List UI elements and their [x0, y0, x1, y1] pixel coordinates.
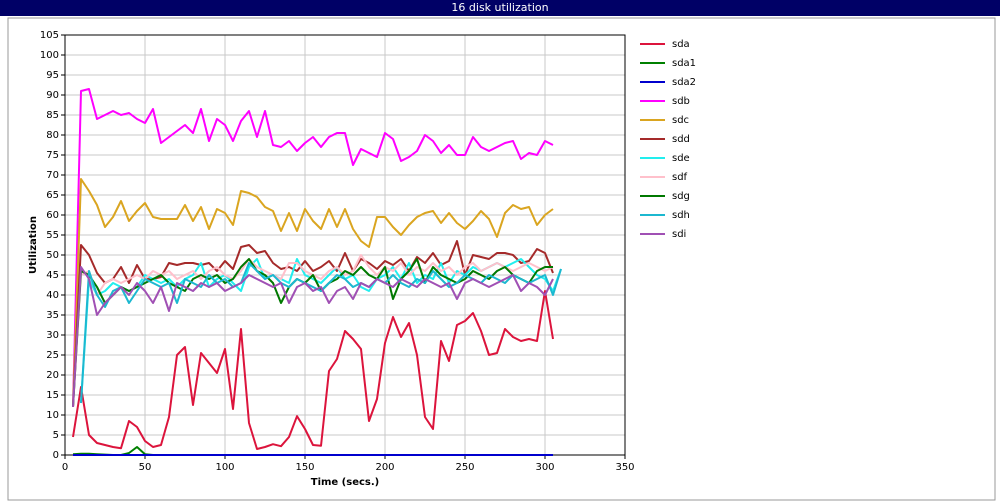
series-line [72, 88, 554, 408]
y-tick-label: 50 [46, 250, 59, 261]
x-tick-label: 300 [535, 462, 554, 473]
x-tick-label: 0 [62, 462, 68, 473]
x-tick-label: 350 [615, 462, 634, 473]
legend-label: sdc [672, 115, 689, 126]
y-axis-label: Utilization [28, 216, 39, 274]
y-tick-label: 0 [53, 450, 59, 461]
series-line [72, 258, 553, 408]
legend-label: sda2 [672, 77, 696, 88]
legend-label: sdf [672, 172, 688, 183]
y-tick-label: 75 [46, 150, 59, 161]
series-line [72, 290, 554, 450]
x-tick-label: 250 [455, 462, 474, 473]
y-tick-label: 30 [46, 330, 59, 341]
y-tick-label: 95 [46, 70, 59, 81]
chart-panel [7, 17, 996, 501]
legend-label: sdi [672, 229, 686, 240]
y-tick-label: 35 [46, 310, 59, 321]
y-tick-label: 105 [40, 30, 59, 41]
y-tick-label: 55 [46, 230, 59, 241]
legend-label: sde [672, 153, 690, 164]
legend-label: sdh [672, 210, 690, 221]
legend-label: sda [672, 39, 690, 50]
y-tick-label: 25 [46, 350, 59, 361]
y-tick-label: 60 [46, 210, 59, 221]
legend-label: sdd [672, 134, 690, 145]
legend-label: sdb [672, 96, 690, 107]
y-tick-label: 90 [46, 90, 59, 101]
y-tick-label: 65 [46, 190, 59, 201]
y-tick-label: 10 [46, 410, 59, 421]
series-line [72, 266, 554, 408]
x-tick-label: 150 [295, 462, 314, 473]
legend-label: sdg [672, 191, 690, 202]
x-tick-label: 100 [215, 462, 234, 473]
y-tick-label: 85 [46, 110, 59, 121]
y-tick-label: 100 [40, 50, 59, 61]
y-tick-label: 40 [46, 290, 59, 301]
y-tick-label: 70 [46, 170, 59, 181]
x-axis-label: Time (secs.) [311, 477, 380, 488]
chart: Utilization Time (secs.) 0 5 10 15 20 25 30 35 4… [7, 17, 996, 501]
y-tick-label: 20 [46, 370, 59, 381]
y-tick-label: 15 [46, 390, 59, 401]
y-tick-label: 80 [46, 130, 59, 141]
legend-label: sda1 [672, 58, 696, 69]
x-tick-label: 50 [139, 462, 152, 473]
series-line [72, 178, 554, 408]
x-tick-label: 200 [375, 462, 394, 473]
title-bar: 16 disk utilization [0, 0, 1000, 16]
y-tick-label: 5 [53, 430, 59, 441]
y-tick-label: 45 [46, 270, 59, 281]
